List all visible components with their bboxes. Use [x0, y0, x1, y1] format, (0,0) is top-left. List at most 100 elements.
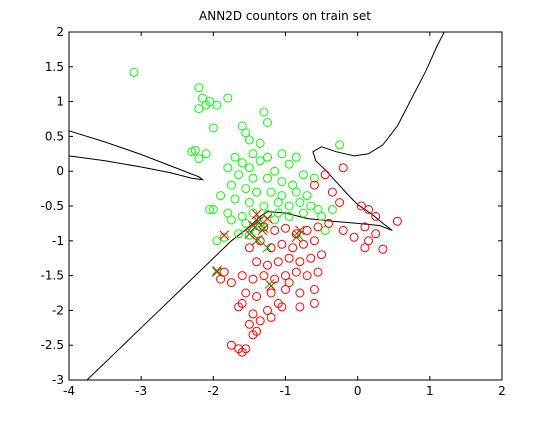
data-point	[299, 239, 308, 249]
data-point	[234, 344, 244, 354]
data-point	[371, 211, 381, 221]
data-point	[273, 198, 283, 207]
data-point	[259, 271, 269, 281]
data-point	[371, 229, 381, 239]
data-point	[212, 100, 222, 110]
data-point	[277, 177, 287, 187]
data-point	[129, 67, 139, 77]
data-point	[320, 170, 330, 180]
data-point	[266, 312, 276, 322]
data-point	[309, 236, 319, 246]
y-tick-label: 0	[56, 164, 64, 178]
data-point	[255, 316, 265, 326]
data-point	[335, 198, 345, 207]
data-point	[335, 140, 345, 150]
data-point	[259, 201, 269, 211]
data-point	[234, 170, 244, 180]
misclassified-point	[250, 222, 261, 232]
data-point	[252, 187, 262, 197]
data-point	[309, 180, 319, 190]
y-tick-label: -2.5	[41, 338, 64, 352]
misclassified-point	[255, 215, 266, 225]
data-point	[219, 267, 229, 277]
data-point	[205, 205, 215, 214]
data-point	[306, 201, 316, 211]
y-tick-label: 1	[56, 95, 64, 109]
misclassified-point	[293, 230, 304, 241]
misclassified-point	[251, 209, 262, 220]
data-point	[277, 191, 287, 201]
misclassified-point	[248, 220, 258, 231]
data-point	[223, 93, 233, 103]
data-point	[244, 243, 254, 253]
chart-title: ANN2D countors on train set	[199, 9, 371, 23]
data-point	[349, 232, 359, 242]
x-tick-label: -4	[63, 384, 75, 398]
x-tick-label: -1	[280, 384, 292, 398]
data-point	[302, 271, 312, 281]
y-tick-label: -2	[52, 303, 64, 317]
data-point	[284, 159, 294, 169]
data-point	[364, 236, 373, 246]
data-point	[309, 285, 319, 294]
data-point	[313, 267, 323, 277]
data-point	[277, 149, 287, 159]
x-tick-label: 2	[498, 384, 506, 398]
misclassified-point	[253, 234, 263, 245]
y-tick-label: 1.5	[45, 60, 64, 74]
misclassified-point	[212, 265, 222, 276]
data-point	[259, 107, 269, 117]
data-point	[320, 225, 330, 235]
data-point	[291, 267, 301, 277]
data-point	[244, 230, 254, 240]
data-point	[241, 344, 251, 354]
data-point	[248, 149, 258, 159]
data-point	[291, 187, 301, 197]
data-point	[201, 100, 211, 110]
data-point	[226, 278, 236, 288]
data-point	[241, 218, 251, 228]
data-point	[364, 205, 373, 214]
data-point	[241, 128, 251, 138]
misclassified-point	[219, 230, 230, 241]
data-point	[244, 198, 254, 207]
data-point	[198, 93, 207, 103]
y-tick-label: -0.5	[41, 199, 64, 213]
data-point	[327, 187, 337, 197]
data-point	[237, 158, 247, 168]
y-tick-label: -3	[52, 373, 64, 387]
data-point	[230, 194, 240, 204]
y-tick-label: -1.5	[41, 269, 64, 283]
y-tick-label: 2	[56, 25, 64, 39]
data-point	[226, 215, 236, 225]
y-tick-label: 0.5	[45, 129, 64, 143]
data-point	[338, 225, 348, 235]
data-point	[237, 121, 247, 131]
data-point	[295, 257, 305, 267]
data-point	[248, 309, 258, 319]
x-tick-label: -2	[207, 384, 219, 398]
data-point	[356, 201, 366, 211]
data-point	[226, 340, 236, 350]
y-tick-label: -1	[52, 234, 64, 248]
data-point	[208, 123, 218, 133]
data-point	[244, 319, 254, 329]
data-point	[313, 205, 323, 214]
data-point	[194, 154, 204, 164]
data-point	[263, 173, 272, 183]
data-point	[252, 292, 262, 301]
data-point	[288, 243, 298, 253]
data-point	[360, 222, 370, 232]
data-point	[237, 211, 247, 221]
data-point	[309, 173, 319, 183]
data-point	[299, 208, 308, 218]
x-tick-label: -3	[135, 384, 147, 398]
data-point	[230, 152, 240, 162]
data-point	[234, 302, 244, 312]
data-point	[317, 211, 327, 221]
data-point	[270, 166, 280, 176]
data-point	[201, 149, 211, 159]
axis-ticks: -4 -3 -2 -1 0 1 2-3-2.5-2-1.5-1-0.500.511.52	[41, 25, 506, 398]
data-point	[295, 288, 305, 298]
